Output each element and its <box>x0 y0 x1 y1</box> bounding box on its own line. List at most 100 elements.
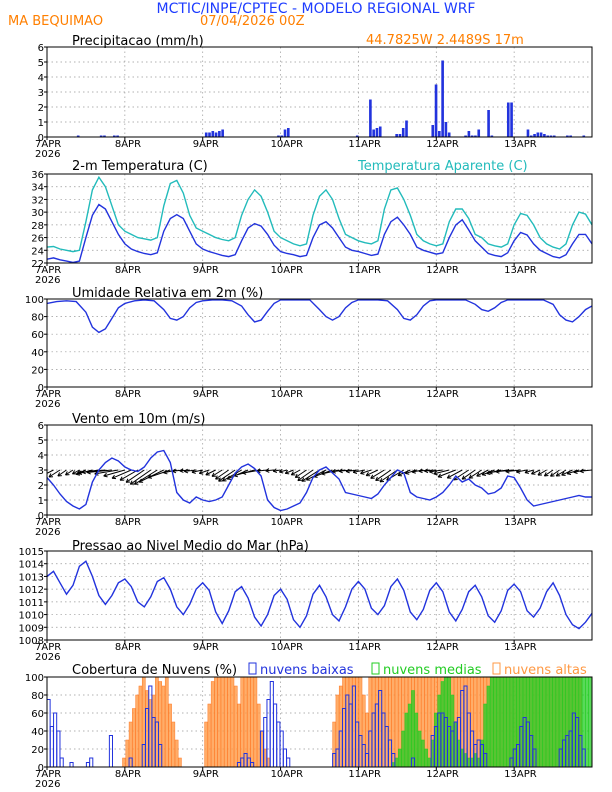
cloud-high-bar <box>210 681 215 767</box>
wind-vector <box>48 469 61 478</box>
precip-bar <box>438 131 441 137</box>
cloud-high-bar <box>171 721 176 767</box>
wind-vector <box>273 469 281 472</box>
cloud-low-bar <box>128 757 133 767</box>
y-tick-label: 1015 <box>19 547 44 558</box>
cloud-low-bar <box>269 681 274 767</box>
wind-arrowhead <box>218 477 223 482</box>
y-tick-label: 0 <box>38 133 44 144</box>
wind-arrowhead <box>191 469 196 474</box>
wind-vector <box>301 469 320 482</box>
wind-arrowhead <box>138 478 144 483</box>
wind-arrowhead <box>375 476 380 482</box>
y-tick-label: 20 <box>31 745 44 756</box>
wind-vector <box>537 469 547 476</box>
y-tick-label: 60 <box>31 330 44 341</box>
y-tick-label: 1008 <box>19 636 44 647</box>
wind-vector <box>447 469 463 479</box>
wind-vector <box>306 469 327 481</box>
cloud-low-bar <box>286 757 291 767</box>
cloud-high-bar <box>256 703 261 767</box>
humidity-title: Umidade Relativa em 2m (%) <box>72 286 263 301</box>
y-tick-label: 2 <box>38 481 44 492</box>
wind-arrowhead <box>179 468 184 473</box>
cloud-high-bar <box>135 694 140 767</box>
wind-vector <box>461 469 476 480</box>
wind-arrowhead <box>531 470 536 475</box>
cloud-high-bar <box>230 677 235 767</box>
y-tick-label: 0 <box>38 383 44 394</box>
panel-frame <box>46 550 593 641</box>
temperature-panel: 2-m Temperatura (C) Temperatura Aparente… <box>31 159 593 286</box>
precip-bar <box>539 132 543 137</box>
x-tick-label: 11APR <box>348 389 381 400</box>
wind-arrowhead <box>290 471 296 476</box>
wind-arrowhead <box>561 471 566 476</box>
wind-title: Vento em 10m (m/s) <box>72 412 205 427</box>
x-tick-label: 8APR <box>115 265 141 276</box>
cloud-low-bar <box>108 735 113 767</box>
precip-bar <box>112 135 116 137</box>
wind-vector <box>365 469 379 477</box>
cloud-high-bar <box>161 685 166 767</box>
cloud-mid-bar <box>489 677 494 767</box>
cloud-mid-bar <box>509 677 514 767</box>
x-tick-label: 13APR <box>504 389 537 400</box>
wind-vector <box>81 469 106 473</box>
header-title: MCTIC/INPE/CPTEC - MODELO REGIONAL WRF <box>157 1 476 17</box>
cloud-mid-bar <box>486 685 491 767</box>
panel-frame <box>46 298 593 388</box>
wind-arrowhead <box>103 472 108 478</box>
cloud-mid-bar <box>499 677 504 767</box>
wind-arrowhead <box>215 475 220 480</box>
series-line <box>47 299 592 334</box>
header-coords: 44.7825W 2.4489S 17m <box>366 33 524 48</box>
wind-vector <box>297 469 314 482</box>
precip-bar <box>444 122 448 137</box>
y-tick-label: 26 <box>31 234 44 245</box>
y-tick-label: 34 <box>31 183 44 194</box>
cloud-mid-bar <box>506 677 511 767</box>
wind-arrowhead <box>397 472 403 477</box>
cloud-high-bar <box>253 677 258 767</box>
cloud-title: Cobertura de Nuvens (%) <box>72 663 237 678</box>
wind-vector <box>47 469 54 474</box>
cloud-low-bar <box>59 757 64 767</box>
wind-arrowhead <box>321 470 326 476</box>
wind-vector <box>285 469 294 474</box>
precip-bar <box>569 135 572 137</box>
x-tick-label: 7APR <box>35 642 61 653</box>
wind-arrowhead <box>297 476 302 482</box>
wind-arrowhead <box>278 468 284 474</box>
precip-bar <box>467 131 471 137</box>
y-tick-label: 3 <box>38 466 44 477</box>
pressure-title: Pressao ao Nivel Medio do Mar (hPa) <box>72 539 309 554</box>
x-tick-label: 13APR <box>504 642 537 653</box>
precip-bar <box>526 129 530 137</box>
x-tick-label: 11APR <box>348 769 381 780</box>
y-tick-label: 40 <box>31 727 44 738</box>
y-tick-label: 5 <box>38 436 44 447</box>
header-init-time: 07/04/2026 00Z <box>200 14 305 29</box>
precip-bar <box>510 102 513 137</box>
wind-arrowhead <box>331 468 336 474</box>
x-tick-label: 11APR <box>348 517 381 528</box>
wind-vector <box>134 469 158 485</box>
y-tick-label: 1 <box>38 118 44 129</box>
precip-bar <box>543 134 546 137</box>
cloud-high-bar <box>394 677 399 767</box>
cloud-high-bar <box>138 685 143 767</box>
x-tick-label: 9APR <box>193 265 219 276</box>
panel-frame <box>46 424 593 516</box>
wind-arrowhead <box>352 469 358 474</box>
wind-arrowhead <box>125 478 131 483</box>
cloud-high-bar <box>233 685 238 767</box>
x-tick-label: 9APR <box>193 769 219 780</box>
series-line <box>47 449 592 512</box>
wind-arrowhead <box>338 468 343 474</box>
precip-bar <box>441 60 444 137</box>
wind-arrowhead <box>211 472 217 477</box>
x-tick-label: 12APR <box>426 265 459 276</box>
x-tick-label: 8APR <box>115 769 141 780</box>
precip-bar <box>280 135 284 137</box>
